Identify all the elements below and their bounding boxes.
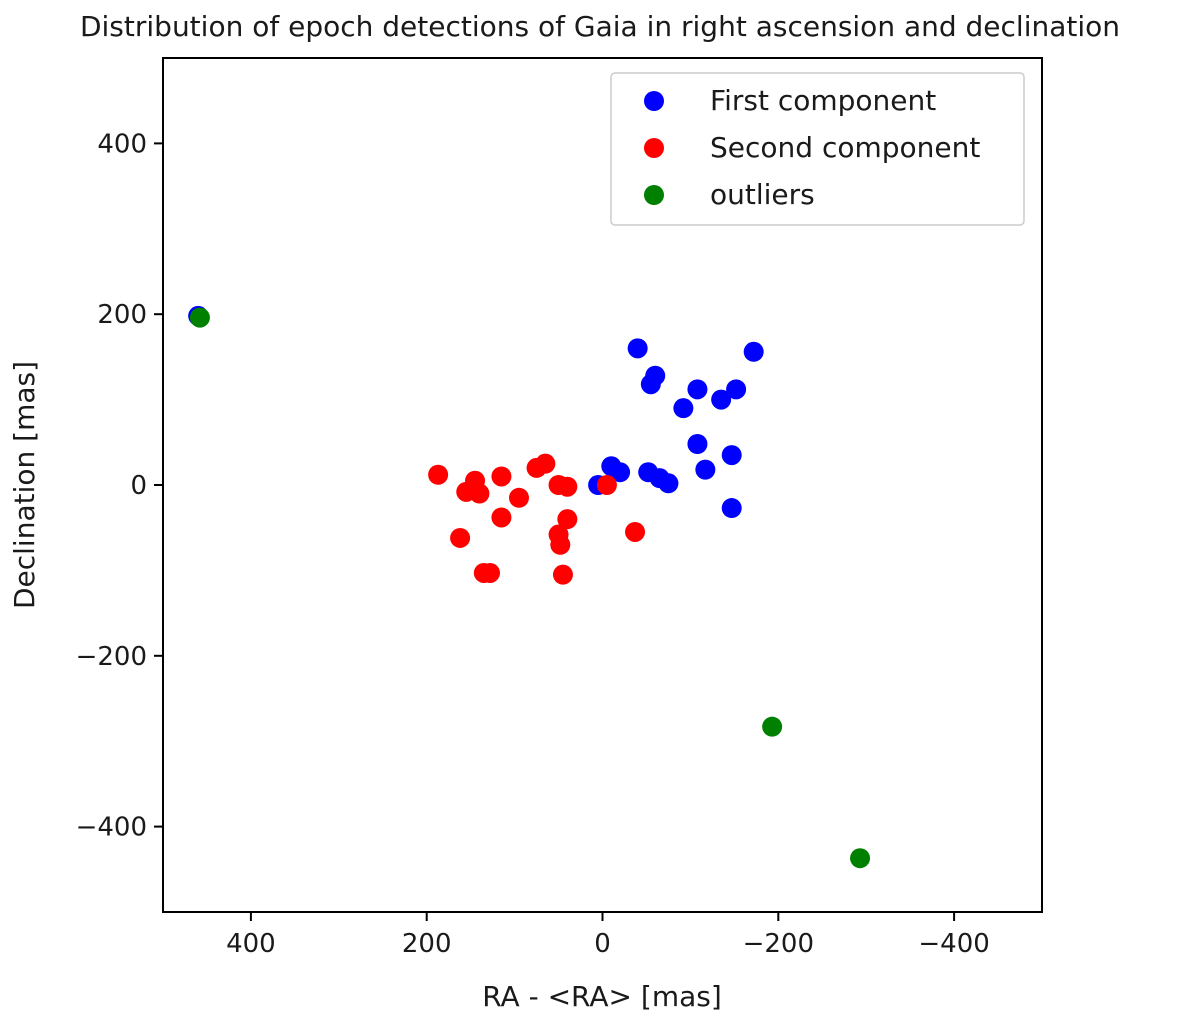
data-point-outliers [850,848,871,869]
x-tick-label: 0 [594,929,611,959]
data-point-first-component [721,445,742,466]
data-point-first-component [627,338,648,359]
legend-box [610,72,1025,226]
data-point-second-component [479,562,500,583]
data-point-second-component [491,466,512,487]
y-tick-label: −400 [76,813,147,843]
legend-marker [644,91,664,111]
x-tick-label: 200 [402,929,452,959]
legend-marker [644,185,664,205]
y-axis-ticks: 400 200 0 −200 −400 [76,129,163,843]
legend-label: outliers [710,178,815,211]
data-point-first-component [711,389,732,410]
data-point-second-component [550,534,571,555]
data-point-second-component [625,521,646,542]
y-tick-label: 0 [130,471,147,501]
x-axis-label: RA - <RA> [mas] [482,980,722,1013]
x-tick-label: 400 [226,929,276,959]
y-tick-label: 400 [97,129,147,159]
data-point-second-component [491,507,512,528]
data-point-first-component [687,434,708,455]
data-point-first-component [743,341,764,362]
data-point-first-component [658,473,679,494]
x-axis-ticks: 400 200 0 −200 −400 [226,912,990,959]
x-tick-label: −400 [918,929,989,959]
data-points [188,305,871,869]
data-point-first-component [640,374,661,395]
y-tick-label: 200 [97,300,147,330]
data-point-first-component [726,379,747,400]
data-point-second-component [535,453,556,474]
series-outliers [189,307,871,869]
data-point-first-component [721,498,742,519]
data-point-first-component [695,459,716,480]
data-point-first-component [673,398,694,419]
x-tick-label: −200 [743,929,814,959]
data-point-first-component [610,462,631,483]
data-point-first-component [687,379,708,400]
y-tick-label: −200 [76,642,147,672]
chart-title: Distribution of epoch detections of Gaia… [80,10,1120,43]
data-point-second-component [557,509,578,530]
data-point-second-component [428,464,449,485]
data-point-outliers [762,716,783,737]
y-axis-label: Declination [mas] [8,361,41,609]
data-point-second-component [557,476,578,497]
legend-label: Second component [710,131,980,164]
data-point-second-component [450,527,471,548]
legend: First component Second component outliers [610,72,1025,226]
data-point-second-component [508,487,529,508]
series-second-component [428,453,646,585]
legend-marker [644,138,664,158]
data-point-second-component [469,483,490,504]
data-point-second-component [552,564,573,585]
data-point-outliers [189,307,210,328]
data-point-second-component [596,475,617,495]
legend-label: First component [710,84,936,117]
